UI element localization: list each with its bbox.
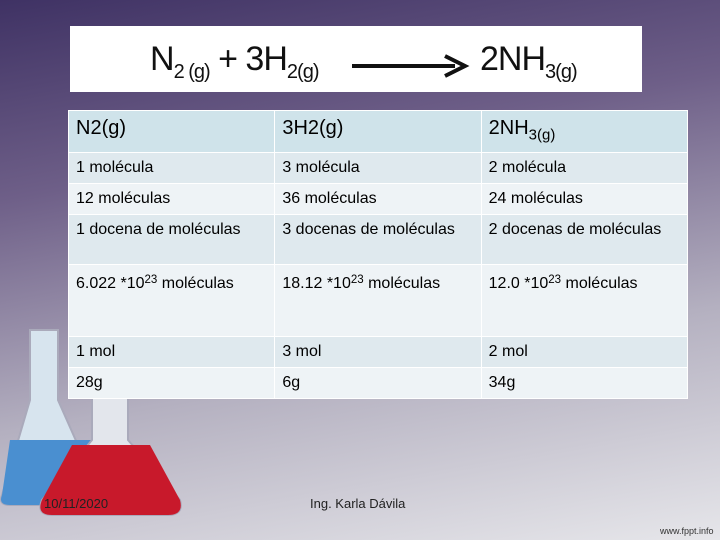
text: 1 molécula (76, 159, 154, 177)
table-cell: 36 moléculas (274, 183, 482, 216)
date: 10/11/2020 (44, 496, 109, 511)
text-sub: 2 (g) (173, 61, 211, 83)
equation-right: 2NH3(g) (480, 40, 578, 84)
table-cell: 12.0 *1023 moléculas (480, 264, 689, 338)
table-row: 6.022 *1023 moléculas 18.12 *1023 molécul… (67, 264, 689, 338)
text: N2(g) (76, 117, 127, 139)
text: 34g (488, 374, 516, 392)
text-sub: 3(g) (545, 61, 578, 83)
table-cell: 1 mol (67, 336, 276, 369)
text-sub: 3(g) (528, 126, 556, 144)
table-cell: 1 docena de moléculas (67, 214, 276, 266)
arrow (352, 54, 470, 78)
table-cell: N2(g) (67, 109, 276, 154)
text: moléculas (157, 275, 234, 293)
table-cell: 2NH3(g) (480, 109, 689, 154)
text: 2NH (480, 40, 546, 78)
table-cell: 24 moléculas (480, 183, 689, 216)
text: 28g (76, 374, 103, 392)
table-row: 28g 6g 34g (67, 367, 689, 400)
table-cell: 3H2(g) (274, 109, 482, 154)
table-row: N2(g) 3H2(g) 2NH3(g) (67, 109, 689, 154)
text: 2 molécula (488, 159, 567, 177)
table-cell: 6.022 *1023 moléculas (67, 264, 276, 338)
text: 6g (282, 374, 301, 392)
text-sup: 23 (350, 274, 364, 287)
text: 6.022 *10 (76, 275, 145, 293)
text: 36 moléculas (282, 190, 377, 208)
text: 3 molécula (282, 159, 360, 177)
table-cell: 2 mol (480, 336, 689, 369)
text: 3 mol (282, 343, 322, 361)
table-cell: 34g (480, 367, 689, 400)
equation-banner: N2 (g) + 3H2(g) 2NH3(g) (70, 26, 642, 92)
table-row: 1 molécula 3 molécula 2 molécula (67, 152, 689, 185)
table-cell: 28g (67, 367, 276, 400)
table-row: 1 mol 3 mol 2 mol (67, 336, 689, 369)
text: 3 docenas de moléculas (282, 221, 455, 239)
text: 3H2(g) (282, 117, 344, 139)
text-sup: 23 (548, 274, 562, 287)
text: 1 docena de moléculas (76, 221, 241, 239)
table-cell: 3 docenas de moléculas (274, 214, 482, 266)
text-sup: 23 (144, 274, 158, 287)
text-sub: 2(g) (286, 61, 320, 83)
table-cell: 3 mol (274, 336, 482, 369)
text: N (150, 40, 175, 78)
author: Ing. Karla Dávila (310, 496, 406, 511)
liquid-red (40, 445, 181, 515)
table-row: 12 moléculas 36 moléculas 24 moléculas (67, 183, 689, 216)
table-cell: 12 moléculas (67, 183, 276, 216)
table-row: 1 docena de moléculas 3 docenas de molécu… (67, 214, 689, 266)
text: + 3H (209, 40, 288, 78)
text: 24 moléculas (488, 190, 583, 208)
table-cell: 2 docenas de moléculas (480, 214, 689, 266)
text: 12.0 *10 (488, 275, 549, 293)
table: N2(g) 3H2(g) 2NH3(g) 1 molécula 3 molécula 2 … (67, 109, 689, 400)
table-cell: 3 molécula (274, 152, 482, 185)
text: moléculas (561, 275, 638, 293)
text: 2 mol (488, 343, 528, 361)
watermark: www.fppt.info (660, 526, 714, 536)
equation-left: N2 (g) + 3H2(g) (150, 40, 320, 84)
text: 2 docenas de moléculas (488, 221, 662, 239)
text: moléculas (363, 275, 441, 293)
text: 12 moléculas (76, 190, 171, 208)
table-cell: 2 molécula (480, 152, 689, 185)
table-cell: 18.12 *1023 moléculas (274, 264, 482, 338)
text: 1 mol (76, 343, 116, 361)
text: 2NH (488, 117, 529, 139)
table-cell: 6g (274, 367, 482, 400)
text: 18.12 *10 (282, 275, 351, 293)
table-cell: 1 molécula (67, 152, 276, 185)
